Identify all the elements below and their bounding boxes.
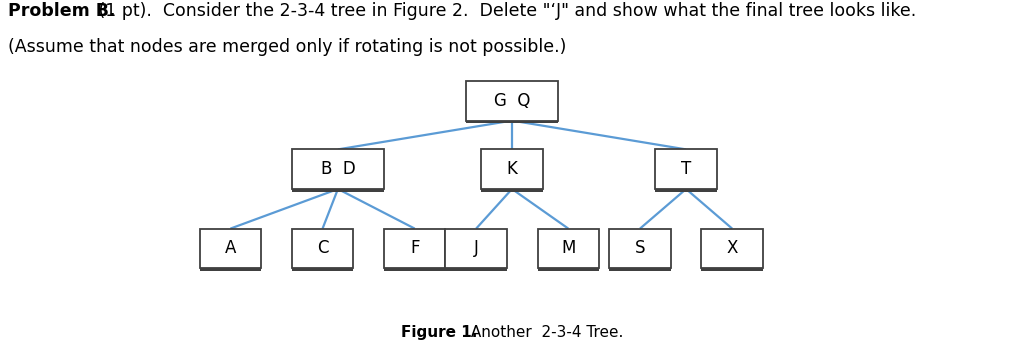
Text: S: S [635, 239, 645, 257]
Text: T: T [681, 160, 691, 178]
Bar [538, 229, 599, 268]
Bar [200, 229, 261, 268]
Text: K: K [507, 160, 517, 178]
Text: C: C [316, 239, 329, 257]
Text: (1 pt).  Consider the 2-3-4 tree in Figure 2.  Delete "‘J" and show what the fin: (1 pt). Consider the 2-3-4 tree in Figur… [93, 2, 916, 20]
Bar [445, 229, 507, 268]
Text: Figure 1.: Figure 1. [401, 325, 478, 340]
Text: G  Q: G Q [494, 92, 530, 110]
Text: F: F [410, 239, 420, 257]
Bar [655, 189, 717, 192]
Bar [384, 268, 445, 271]
Bar [292, 149, 384, 189]
Bar [481, 149, 543, 189]
Text: B  D: B D [321, 160, 355, 178]
Bar [384, 229, 445, 268]
Text: A: A [224, 239, 237, 257]
Bar [466, 81, 558, 121]
Bar [655, 149, 717, 189]
Text: Problem B.: Problem B. [8, 2, 116, 20]
Text: J: J [474, 239, 478, 257]
Bar [701, 268, 763, 271]
Bar [292, 229, 353, 268]
Bar [481, 189, 543, 192]
Bar [538, 268, 599, 271]
Bar [292, 268, 353, 271]
Bar [292, 189, 384, 192]
Bar [609, 268, 671, 271]
Bar [445, 268, 507, 271]
Text: (Assume that nodes are merged only if rotating is not possible.): (Assume that nodes are merged only if ro… [8, 38, 566, 56]
Bar [701, 229, 763, 268]
Text: Another  2-3-4 Tree.: Another 2-3-4 Tree. [466, 325, 624, 340]
Text: M: M [561, 239, 575, 257]
Text: X: X [726, 239, 738, 257]
Bar [466, 121, 558, 123]
Bar [609, 229, 671, 268]
Bar [200, 268, 261, 271]
